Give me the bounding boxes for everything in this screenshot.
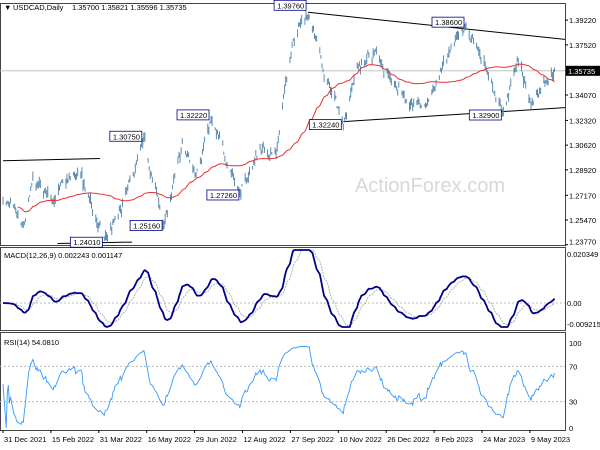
pivot-label-box bbox=[176, 109, 210, 121]
y-tick-label: 1.34070 bbox=[569, 91, 596, 100]
pivot-label: 1.24010 bbox=[73, 238, 100, 247]
rsi-title: RSI(14) 54.0810 bbox=[4, 338, 59, 347]
panel-frame-2 bbox=[0, 332, 566, 431]
current-price-box bbox=[566, 65, 600, 76]
x-tick-label: 27 Sep 2022 bbox=[291, 435, 334, 444]
symbol-label: USDCAD,Daily bbox=[13, 3, 64, 12]
pivot-label-box bbox=[273, 0, 307, 11]
panel-frame-0 bbox=[0, 3, 566, 246]
macd-tick-label: -0.009215 bbox=[567, 320, 600, 329]
symbol-arrow-icon[interactable]: ▼ bbox=[4, 3, 11, 12]
watermark: ActionForex.com bbox=[355, 175, 505, 197]
macd-title: MACD(12,26,9) 0.002243 0.001147 bbox=[4, 251, 122, 260]
y-tick-label: 1.23770 bbox=[569, 238, 596, 247]
y-tick-label: 1.39220 bbox=[569, 16, 596, 25]
macd-signal-line bbox=[3, 249, 555, 327]
x-tick-label: 24 Mar 2023 bbox=[483, 435, 525, 444]
pivot-label-box bbox=[206, 189, 240, 201]
current-price-label: 1.35735 bbox=[568, 67, 595, 76]
pivot-label: 1.32220 bbox=[180, 111, 207, 120]
y-tick-label: 1.32320 bbox=[569, 116, 596, 125]
pivot-label: 1.30750 bbox=[113, 132, 140, 141]
x-tick-label: 12 Aug 2022 bbox=[244, 435, 286, 444]
pivot-label-box bbox=[308, 119, 342, 131]
rsi-tick-label: 70 bbox=[569, 362, 577, 371]
macd-line bbox=[2, 249, 556, 328]
x-tick-label: 16 May 2022 bbox=[148, 435, 191, 444]
pivot-label-box bbox=[129, 220, 163, 231]
trendline bbox=[343, 107, 566, 123]
y-tick-label: 1.30620 bbox=[569, 141, 596, 150]
x-tick-label: 15 Feb 2022 bbox=[52, 435, 94, 444]
pivot-label: 1.25160 bbox=[133, 222, 160, 231]
y-tick-label: 1.28920 bbox=[569, 166, 596, 175]
pivot-label-box bbox=[431, 16, 465, 28]
moving-average-line bbox=[17, 63, 555, 213]
x-tick-label: 9 May 2023 bbox=[531, 435, 570, 444]
y-tick-label: 1.37520 bbox=[569, 41, 596, 50]
x-tick-label: 26 Dec 2022 bbox=[387, 435, 430, 444]
macd-tick-label: 0.020349 bbox=[567, 250, 598, 259]
x-tick-label: 31 Dec 2021 bbox=[4, 435, 47, 444]
rsi-tick-label: 30 bbox=[569, 398, 577, 407]
pivot-label: 1.32240 bbox=[312, 121, 339, 130]
rsi-tick-label: 0 bbox=[569, 424, 573, 433]
rsi-line bbox=[2, 345, 555, 429]
pivot-label: 1.39760 bbox=[277, 1, 304, 10]
trendline bbox=[2, 158, 101, 162]
rsi-tick-label: 100 bbox=[569, 339, 582, 348]
panel-frame-1 bbox=[0, 247, 566, 331]
y-tick-label: 1.27170 bbox=[569, 191, 596, 200]
pivot-label-box bbox=[69, 236, 103, 248]
macd-tick-label: 0.00 bbox=[567, 299, 582, 308]
pivot-label-box bbox=[468, 109, 502, 121]
x-tick-label: 8 Feb 2023 bbox=[435, 435, 473, 444]
pivot-label: 1.38600 bbox=[435, 18, 462, 27]
pivot-label-box bbox=[109, 130, 143, 142]
pivot-label: 1.27260 bbox=[210, 191, 237, 200]
x-tick-label: 10 Nov 2022 bbox=[339, 435, 382, 444]
x-tick-label: 29 Jun 2022 bbox=[196, 435, 237, 444]
y-tick-label: 1.25470 bbox=[569, 216, 596, 225]
ohlc-readout: 1.35700 1.35821 1.35596 1.35735 bbox=[72, 3, 187, 12]
pivot-label: 1.32900 bbox=[472, 111, 499, 120]
x-tick-label: 31 Mar 2022 bbox=[100, 435, 142, 444]
